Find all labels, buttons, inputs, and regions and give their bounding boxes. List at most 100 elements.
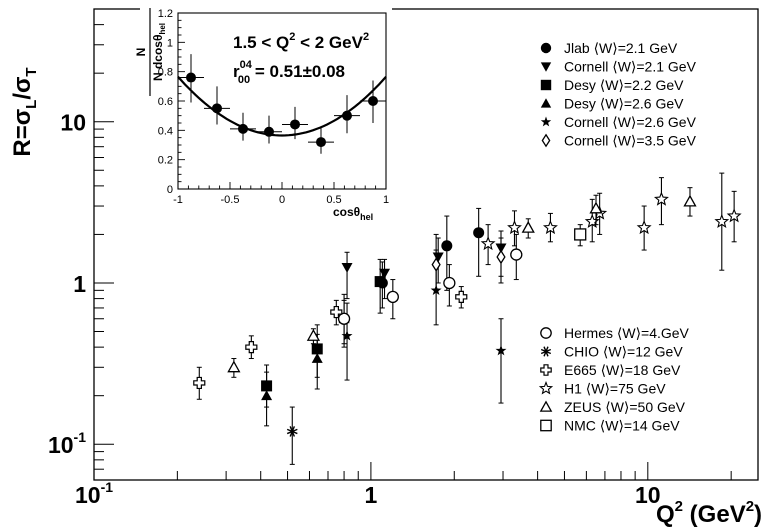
inset-annotation-q2: 1.5 < Q2 < 2 GeV2 <box>233 31 369 52</box>
data-point <box>507 219 522 235</box>
legend-entry: Jlab ⟨W⟩=2.1 GeV <box>540 40 678 56</box>
data-point <box>227 360 241 373</box>
data-point <box>574 228 587 241</box>
data-point <box>510 248 523 261</box>
inset-x-tick-label: -1 <box>173 194 183 206</box>
inset-marker <box>238 123 248 134</box>
inset-marker <box>342 110 352 121</box>
legend-entry: Cornell ⟨W⟩=3.5 GeV <box>541 133 697 149</box>
inset-marker <box>186 72 196 83</box>
inset-y-tick-label: 0.4 <box>158 125 173 137</box>
main-plot-frame <box>93 8 759 481</box>
legend-label: CHIO ⟨W⟩=12 GeV <box>564 344 683 360</box>
data-point <box>386 290 399 304</box>
legend-marker <box>540 116 552 127</box>
legend-marker <box>540 364 552 376</box>
inset-point <box>178 54 204 103</box>
y-tick-label: 1 <box>73 271 86 297</box>
legend-label: NMC ⟨W⟩=14 GeV <box>564 418 680 434</box>
legend-top: Jlab ⟨W⟩=2.1 GeV Cornell ⟨W⟩=2.1 GeV Desy … <box>540 40 697 149</box>
inset-point <box>230 112 256 141</box>
data-point <box>542 219 558 235</box>
inset-marker <box>368 96 378 106</box>
legend-marker <box>540 42 552 54</box>
legend-entry: Cornell ⟨W⟩=2.6 GeV <box>540 114 697 130</box>
inset-tick-labels: -1 -0.5 0 0.5 1 0 0.2 0.4 0.6 0.8 1 1.2 <box>158 8 389 206</box>
series-1 <box>341 230 507 300</box>
data-point <box>455 290 468 303</box>
data-point <box>714 213 730 229</box>
x-tick-label: 1 <box>365 482 378 508</box>
main-data-points <box>193 172 742 465</box>
legend-entry: Cornell ⟨W⟩=2.1 GeV <box>540 59 697 75</box>
data-point <box>330 305 343 319</box>
data-point <box>589 201 603 214</box>
data-point <box>441 240 453 252</box>
legend-marker <box>540 79 552 91</box>
legend-label: H1 ⟨W⟩=75 GeV <box>564 381 666 397</box>
legend-entry: ZEUS ⟨W⟩=50 GeV <box>539 399 686 415</box>
inset-marker <box>264 126 274 137</box>
data-point <box>521 220 535 233</box>
inset-y-label-denominator: N dcosθhel <box>151 23 167 81</box>
x-axis-label: Q2 (GeV2) <box>656 498 762 528</box>
legend-label: Cornell ⟨W⟩=2.1 GeV <box>564 59 697 75</box>
series-9 <box>480 172 742 271</box>
data-point <box>726 208 742 223</box>
data-point <box>261 390 273 401</box>
inset-x-label: cosθhel <box>333 205 373 222</box>
inset-point <box>204 86 230 125</box>
series-2 <box>261 258 386 408</box>
data-point <box>337 312 351 325</box>
inset-marker <box>316 137 326 148</box>
data-point <box>379 268 391 279</box>
legend-label: Desy ⟨W⟩=2.6 GeV <box>564 96 684 112</box>
data-point <box>286 426 298 437</box>
data-point <box>311 353 323 363</box>
data-point <box>653 191 669 206</box>
legend-label: Hermes ⟨W⟩=4.GeV <box>564 325 690 341</box>
data-point <box>473 227 485 239</box>
legend-entry: E665 ⟨W⟩=18 GeV <box>540 362 681 378</box>
legend-marker <box>539 400 553 412</box>
series-6 <box>337 233 523 345</box>
inset-y-label-numerator: N <box>134 48 148 57</box>
legend-bottom: Hermes ⟨W⟩=4.GeV CHIO ⟨W⟩=12 GeV E665 ⟨W⟩=… <box>538 325 690 434</box>
y-tick-label: 10-1 <box>48 429 86 458</box>
legend-label: ZEUS ⟨W⟩=50 GeV <box>564 399 686 415</box>
inset-point <box>282 106 308 140</box>
series-7 <box>286 406 298 465</box>
data-point <box>584 213 600 229</box>
data-point <box>341 262 353 273</box>
data-point <box>193 376 206 390</box>
legend-entry: H1 ⟨W⟩=75 GeV <box>538 381 666 397</box>
inset-x-tick-label: -0.5 <box>221 194 240 206</box>
main-plot-border <box>93 8 759 481</box>
inset-marker <box>212 103 222 114</box>
data-point <box>683 194 697 207</box>
series-10 <box>227 187 697 378</box>
data-point <box>341 330 353 341</box>
legend-marker <box>540 327 552 339</box>
legend-label: Desy ⟨W⟩=2.2 GeV <box>564 77 684 93</box>
legend-marker <box>541 133 551 148</box>
inset-y-tick-label: 1.2 <box>158 8 173 20</box>
series-4 <box>341 249 507 404</box>
legend-label: Cornell ⟨W⟩=2.6 GeV <box>564 114 697 130</box>
legend-entry: Desy ⟨W⟩=2.2 GeV <box>540 77 684 93</box>
inset-x-tick-label: 1 <box>383 194 389 206</box>
inset-frame <box>177 12 387 190</box>
inset-point <box>334 95 360 134</box>
legend-entry: Hermes ⟨W⟩=4.GeV <box>540 325 690 341</box>
inset-x-tick-label: 0.5 <box>326 194 341 206</box>
data-point <box>431 257 441 272</box>
inset-y-tick-label: 0.2 <box>158 155 173 167</box>
data-point <box>636 219 652 235</box>
inset-y-tick-label: 0.8 <box>158 67 173 79</box>
legend-label: Jlab ⟨W⟩=2.1 GeV <box>564 40 678 56</box>
legend-marker <box>540 62 552 72</box>
inset-x-tick-label: 0 <box>279 194 285 206</box>
inset-y-tick-label: 0 <box>167 184 173 196</box>
inset-point <box>360 80 386 123</box>
